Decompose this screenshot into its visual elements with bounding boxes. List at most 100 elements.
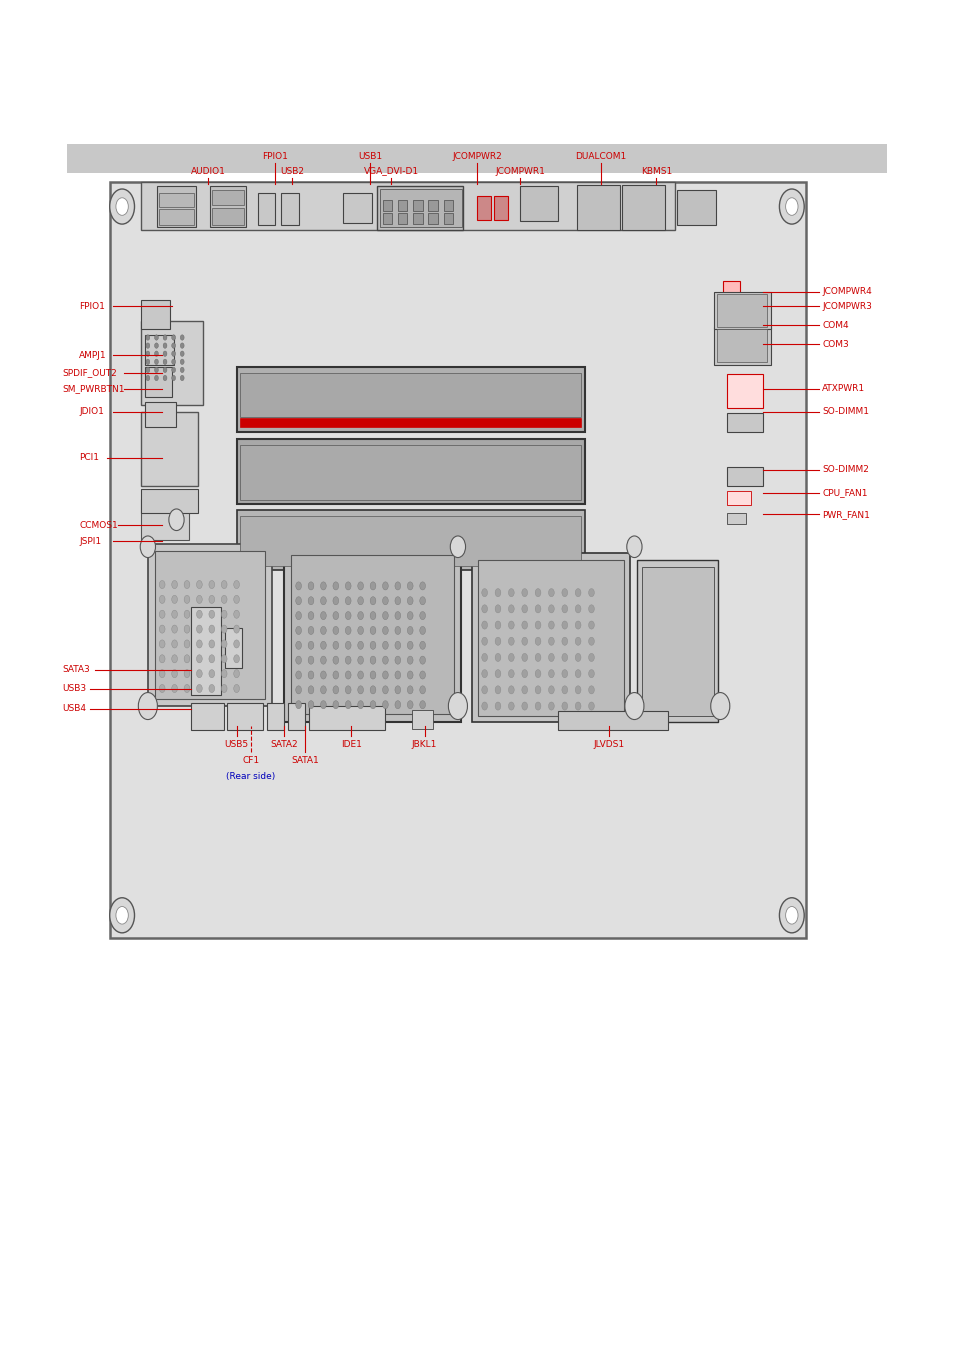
Text: USB3: USB3 [62, 684, 86, 693]
Circle shape [548, 653, 554, 662]
Circle shape [395, 641, 400, 649]
Circle shape [370, 626, 375, 634]
Circle shape [419, 626, 425, 634]
Circle shape [407, 686, 413, 694]
Circle shape [295, 671, 301, 679]
Text: FPIO1: FPIO1 [79, 302, 105, 311]
Bar [141, 321, 203, 405]
Circle shape [521, 621, 527, 629]
Circle shape [172, 343, 175, 348]
Circle shape [221, 595, 227, 603]
Circle shape [172, 625, 177, 633]
Circle shape [382, 612, 388, 620]
Bar [621, 185, 664, 230]
Circle shape [419, 582, 425, 590]
Circle shape [495, 670, 500, 678]
Circle shape [308, 597, 314, 605]
Circle shape [345, 686, 351, 694]
Text: USB2: USB2 [279, 166, 304, 176]
Circle shape [548, 605, 554, 613]
Circle shape [345, 582, 351, 590]
Circle shape [495, 686, 500, 694]
Circle shape [481, 653, 487, 662]
Circle shape [521, 702, 527, 710]
Circle shape [508, 621, 514, 629]
Circle shape [159, 655, 165, 663]
Circle shape [295, 686, 301, 694]
Circle shape [382, 641, 388, 649]
Text: ATXPWR1: ATXPWR1 [821, 385, 864, 393]
Bar [240, 446, 580, 500]
Bar [141, 300, 170, 329]
Text: AUDIO1: AUDIO1 [191, 166, 225, 176]
Circle shape [357, 641, 363, 649]
Circle shape [159, 610, 165, 618]
Circle shape [535, 605, 540, 613]
Bar [476, 196, 491, 220]
Circle shape [508, 653, 514, 662]
Circle shape [320, 641, 326, 649]
Circle shape [521, 653, 527, 662]
Circle shape [320, 671, 326, 679]
Bar [148, 544, 272, 706]
Circle shape [561, 702, 567, 710]
Circle shape [575, 621, 580, 629]
Text: SPDIF_OUT2: SPDIF_OUT2 [62, 369, 116, 377]
Text: SO-DIMM2: SO-DIMM2 [821, 466, 868, 474]
Circle shape [154, 359, 158, 364]
Circle shape [561, 637, 567, 645]
Text: JBKL1: JBKL1 [412, 740, 436, 749]
Text: SATA2: SATA2 [271, 740, 297, 749]
Circle shape [575, 637, 580, 645]
Circle shape [184, 610, 190, 618]
Text: VGA_DVI-D1: VGA_DVI-D1 [363, 166, 418, 176]
Circle shape [407, 612, 413, 620]
Circle shape [159, 684, 165, 693]
Circle shape [548, 589, 554, 597]
Circle shape [535, 653, 540, 662]
Circle shape [146, 343, 150, 348]
Circle shape [163, 367, 167, 373]
Circle shape [345, 597, 351, 605]
Circle shape [169, 509, 184, 531]
Circle shape [345, 641, 351, 649]
Circle shape [209, 655, 214, 663]
Circle shape [308, 701, 314, 709]
Text: PWR_FAN1: PWR_FAN1 [821, 510, 869, 518]
Circle shape [172, 670, 177, 678]
Circle shape [184, 670, 190, 678]
Circle shape [333, 686, 338, 694]
Circle shape [184, 640, 190, 648]
Circle shape [395, 686, 400, 694]
Bar [141, 182, 675, 230]
Circle shape [221, 610, 227, 618]
Circle shape [548, 686, 554, 694]
Circle shape [154, 375, 158, 381]
Circle shape [295, 612, 301, 620]
Bar [309, 706, 385, 730]
Circle shape [575, 605, 580, 613]
Bar [428, 213, 437, 224]
Bar [713, 292, 770, 329]
Bar [240, 516, 580, 566]
Bar [343, 193, 372, 223]
Circle shape [209, 670, 214, 678]
Circle shape [535, 670, 540, 678]
Circle shape [180, 343, 184, 348]
Circle shape [481, 605, 487, 613]
Circle shape [395, 671, 400, 679]
Circle shape [508, 702, 514, 710]
Circle shape [308, 671, 314, 679]
Bar [191, 703, 224, 730]
Circle shape [535, 637, 540, 645]
Circle shape [308, 612, 314, 620]
Circle shape [561, 670, 567, 678]
Bar [577, 185, 619, 230]
Bar [141, 500, 189, 540]
Bar [726, 491, 750, 505]
Circle shape [233, 580, 239, 589]
Circle shape [320, 597, 326, 605]
Bar [494, 196, 508, 220]
Circle shape [357, 597, 363, 605]
Bar [212, 190, 244, 205]
